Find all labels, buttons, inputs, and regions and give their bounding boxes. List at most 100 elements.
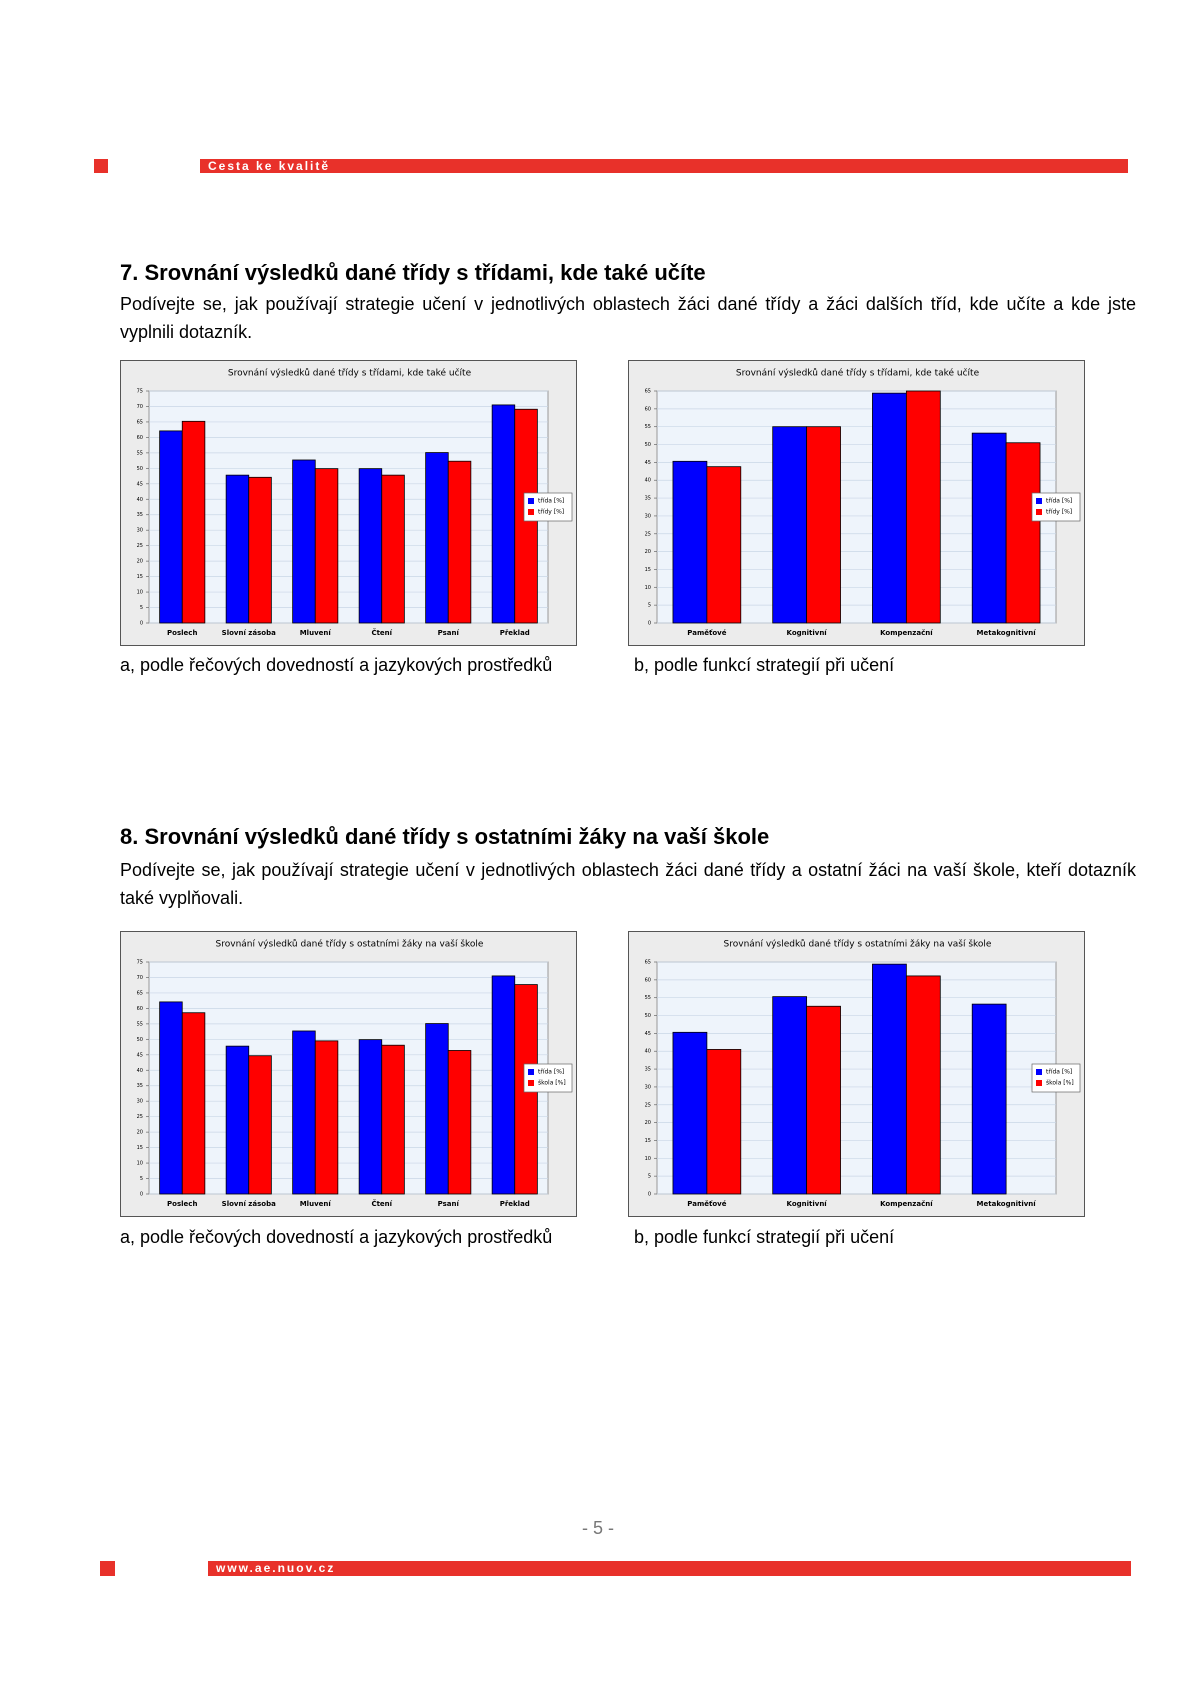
x-tick-label: Poslech <box>167 1200 197 1208</box>
legend-swatch <box>1036 509 1042 515</box>
legend-swatch <box>1036 498 1042 504</box>
y-tick-label: 65 <box>645 389 651 395</box>
y-tick-label: 25 <box>137 543 143 549</box>
y-tick-label: 5 <box>648 1174 651 1180</box>
y-tick-label: 0 <box>140 1192 143 1198</box>
x-tick-label: Čtení <box>371 1199 392 1208</box>
y-tick-label: 50 <box>645 1013 651 1019</box>
legend-label: třída [%] <box>1046 1069 1072 1076</box>
y-tick-label: 35 <box>645 1067 651 1073</box>
bar <box>425 1023 449 1195</box>
y-tick-label: 25 <box>645 1102 651 1108</box>
paragraph: Podívejte se, jak používají strategie uč… <box>120 860 1136 908</box>
bar <box>1005 442 1041 624</box>
x-tick-label: Překlad <box>500 1200 530 1208</box>
y-tick-label: 5 <box>648 603 651 609</box>
y-tick-label: 65 <box>645 960 651 966</box>
caption: b, podle funkcí strategií při učení <box>634 655 895 675</box>
x-tick-label: Kognitivní <box>787 629 828 637</box>
bar <box>872 392 907 624</box>
y-tick-label: 35 <box>645 496 651 502</box>
bar <box>872 963 907 1195</box>
y-tick-label: 20 <box>645 1120 651 1126</box>
legend-box <box>523 492 573 522</box>
y-tick-label: 50 <box>137 1037 143 1043</box>
bar <box>248 476 272 624</box>
y-tick-label: 30 <box>137 528 143 534</box>
legend-label: škola [%] <box>1046 1080 1074 1087</box>
bar <box>292 459 316 624</box>
legend-label: třída [%] <box>538 498 564 505</box>
legend-swatch <box>528 509 534 515</box>
footer-square <box>100 1561 115 1576</box>
x-tick-label: Kompenzační <box>880 629 933 637</box>
y-tick-label: 15 <box>645 1138 651 1144</box>
chart-title: Srovnání výsledků dané třídy s ostatními… <box>724 939 992 950</box>
y-tick-label: 45 <box>137 481 143 487</box>
bar <box>358 468 383 624</box>
y-tick-label: 65 <box>137 990 143 996</box>
x-tick-label: Čtení <box>371 628 392 637</box>
x-tick-label: Metakognitivní <box>977 1200 1037 1208</box>
bar <box>447 1050 472 1195</box>
legend-box <box>523 1063 573 1093</box>
legend-swatch <box>528 1069 534 1075</box>
bar <box>905 975 941 1195</box>
y-tick-label: 5 <box>140 1176 143 1182</box>
y-tick-label: 30 <box>645 1084 651 1090</box>
bar <box>672 1031 708 1195</box>
y-tick-label: 20 <box>645 549 651 555</box>
y-tick-label: 70 <box>137 404 143 410</box>
y-tick-label: 30 <box>137 1099 143 1105</box>
y-tick-label: 55 <box>137 1021 143 1027</box>
x-tick-label: Poslech <box>167 629 197 637</box>
y-tick-label: 30 <box>645 513 651 519</box>
bar <box>181 420 206 624</box>
y-tick-label: 35 <box>137 1083 143 1089</box>
y-tick-label: 45 <box>645 460 651 466</box>
x-tick-label: Paměťové <box>687 1199 726 1208</box>
header-bar: Cesta ke kvalitě <box>200 159 1128 173</box>
y-tick-label: 60 <box>645 406 651 412</box>
legend-swatch <box>528 498 534 504</box>
x-tick-label: Kognitivní <box>787 1200 828 1208</box>
legend-box <box>1031 1063 1081 1093</box>
bar <box>971 1003 1007 1195</box>
caption: b, podle funkcí strategií při učení <box>634 1227 895 1247</box>
bar <box>314 1040 339 1195</box>
x-tick-label: Kompenzační <box>880 1200 933 1208</box>
y-tick-label: 0 <box>648 1192 651 1198</box>
bar <box>225 1045 250 1195</box>
y-tick-label: 60 <box>137 435 143 441</box>
y-tick-label: 0 <box>140 621 143 627</box>
y-tick-label: 40 <box>645 478 651 484</box>
legend-swatch <box>1036 1080 1042 1086</box>
y-tick-label: 20 <box>137 559 143 565</box>
legend-label: škola [%] <box>538 1080 566 1087</box>
y-tick-label: 25 <box>645 531 651 537</box>
footer-bar: www.ae.nuov.cz <box>208 1561 1131 1576</box>
chart: Srovnání výsledků dané třídy s ostatními… <box>628 931 1085 1217</box>
bar <box>248 1055 272 1195</box>
chart-title: Srovnání výsledků dané třídy s třídami, … <box>228 368 472 379</box>
bar <box>381 1044 405 1195</box>
y-tick-label: 15 <box>645 567 651 573</box>
y-tick-label: 75 <box>137 960 143 966</box>
y-tick-label: 5 <box>140 605 143 611</box>
plot-area <box>148 961 549 1195</box>
y-tick-label: 65 <box>137 419 143 425</box>
caption: a, podle řečových dovedností a jazykovýc… <box>120 1227 553 1247</box>
y-tick-label: 10 <box>137 1161 143 1167</box>
y-tick-label: 40 <box>645 1049 651 1055</box>
y-tick-label: 50 <box>645 442 651 448</box>
bar <box>491 404 516 624</box>
header-square <box>94 159 108 173</box>
y-tick-label: 45 <box>645 1031 651 1037</box>
bar <box>314 468 339 624</box>
y-tick-label: 60 <box>137 1006 143 1012</box>
y-tick-label: 40 <box>137 497 143 503</box>
bar <box>806 426 841 624</box>
chart: Srovnání výsledků dané třídy s třídami, … <box>120 360 577 646</box>
bar <box>225 474 250 624</box>
